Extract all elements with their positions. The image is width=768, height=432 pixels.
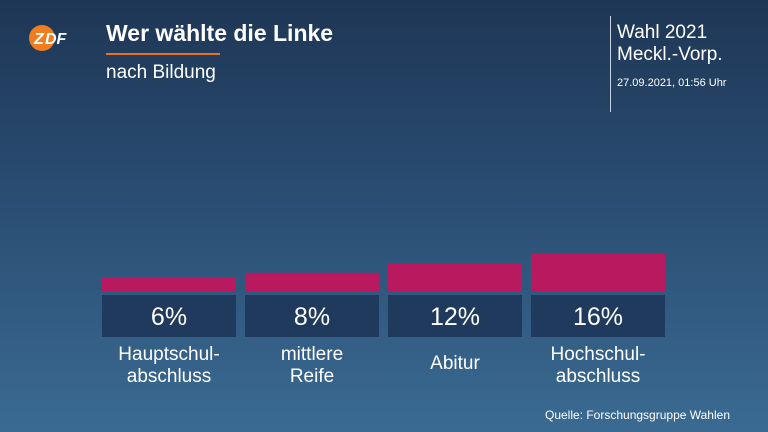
category-label-3-0: Hochschul- <box>550 344 645 365</box>
election-region: Meckl.-Vorp. <box>617 44 723 65</box>
election-label: Wahl 2021 Meckl.-Vorp. <box>617 22 723 66</box>
source-note: Quelle: Forschungsgruppe Wahlen <box>545 408 730 422</box>
bar-1 <box>245 272 379 292</box>
value-box-3 <box>531 295 665 337</box>
chart-title: Wer wählte die Linke <box>106 20 334 46</box>
timestamp: 27.09.2021, 01:56 Uhr <box>617 77 727 89</box>
category-label-3-1: abschluss <box>556 366 641 387</box>
zdf-logo: Z DF <box>29 25 68 51</box>
category-label-2-0: Abitur <box>430 353 480 374</box>
bar-2 <box>388 263 522 292</box>
category-label-0-0: Hauptschul- <box>118 344 219 365</box>
election-year: Wahl 2021 <box>617 22 708 43</box>
value-label-3: 16% <box>573 303 623 331</box>
value-label-0: 6% <box>151 303 187 331</box>
value-label-1: 8% <box>294 303 330 331</box>
svg-text:DF: DF <box>45 31 68 48</box>
category-label-0-1: abschluss <box>127 366 212 387</box>
value-box-0 <box>102 295 236 337</box>
chart-subtitle: nach Bildung <box>106 62 216 83</box>
header-divider <box>610 16 611 112</box>
bar-3 <box>531 253 665 292</box>
category-label-1-0: mittlere <box>281 344 343 365</box>
category-label-1-1: Reife <box>290 366 334 387</box>
value-label-2: 12% <box>430 303 480 331</box>
title-underline <box>106 53 220 55</box>
svg-text:Z: Z <box>33 31 45 48</box>
bar-0 <box>102 277 236 292</box>
value-box-2 <box>388 295 522 337</box>
value-box-1 <box>245 295 379 337</box>
